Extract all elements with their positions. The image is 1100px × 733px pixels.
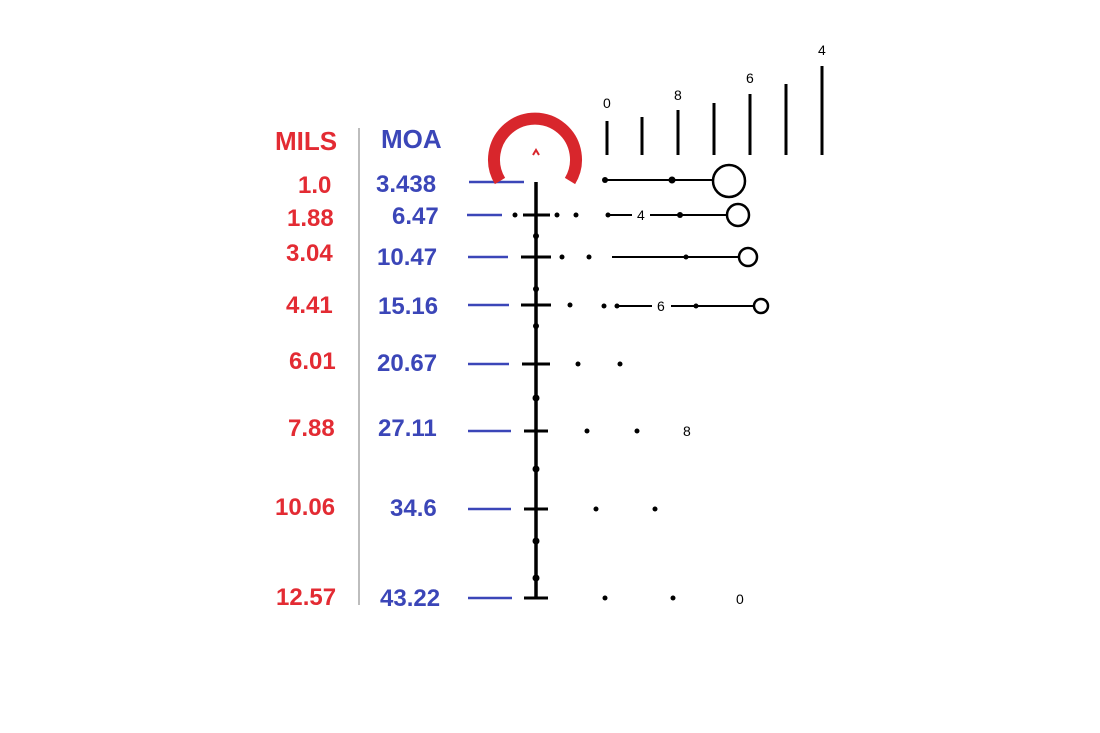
windage-dot	[652, 506, 658, 512]
rangefinder-label: 4	[818, 42, 826, 58]
range-dot	[677, 212, 683, 218]
moa-value: 20.67	[377, 350, 437, 377]
moa-value: 10.47	[377, 244, 437, 271]
windage-dot	[634, 428, 640, 434]
windage-dot	[584, 428, 590, 434]
moa-value: 27.11	[378, 415, 437, 442]
stadia-dot	[532, 465, 540, 473]
windage-dot	[670, 595, 676, 601]
mils-value: 4.41	[286, 292, 333, 319]
moa-value: 6.47	[392, 203, 439, 230]
stadia-dot	[532, 537, 540, 545]
row-numeral: 8	[683, 423, 691, 439]
mils-value: 6.01	[289, 348, 336, 375]
stadia-dot	[532, 574, 540, 582]
windage-dot	[567, 302, 573, 308]
mils-header: MILS	[275, 126, 337, 156]
mils-value: 7.88	[288, 415, 335, 442]
windage-dot	[602, 595, 608, 601]
range-circle	[725, 202, 751, 228]
moa-header: MOA	[381, 124, 442, 154]
range-dot	[602, 177, 608, 183]
moa-value: 15.16	[378, 293, 438, 320]
stadia-dot	[533, 286, 539, 292]
center-chevron-icon	[532, 148, 540, 156]
row-numeral: 4	[637, 207, 645, 223]
range-circle	[711, 163, 747, 199]
mils-value: 1.0	[298, 172, 331, 199]
windage-dot	[617, 361, 623, 367]
mils-value: 1.88	[287, 205, 334, 232]
windage-dot	[586, 254, 592, 260]
row-numeral: 6	[657, 298, 665, 314]
range-dot	[693, 303, 699, 309]
range-dot	[683, 254, 689, 260]
windage-dot	[575, 361, 581, 367]
range-circle	[737, 246, 759, 268]
windage-dot	[554, 212, 560, 218]
rangefinder-label: 8	[674, 87, 682, 103]
stadia-dot	[533, 323, 539, 329]
moa-value: 3.438	[376, 171, 436, 198]
mils-value: 3.04	[286, 240, 333, 267]
horseshoe-reticle-icon	[488, 112, 582, 185]
row-numeral: 0	[736, 591, 744, 607]
rangefinder-label: 6	[746, 70, 754, 86]
mils-value: 10.06	[275, 494, 335, 521]
range-dot	[668, 176, 676, 184]
rangefinder-label: 0	[603, 95, 611, 111]
moa-value: 34.6	[390, 495, 437, 522]
windage-dot	[559, 254, 565, 260]
range-dot	[605, 212, 611, 218]
stadia-dot	[532, 394, 540, 402]
windage-dot	[593, 506, 599, 512]
range-dot	[601, 303, 607, 309]
range-circle	[752, 297, 770, 315]
moa-value: 43.22	[380, 585, 440, 612]
mils-value: 12.57	[276, 584, 336, 611]
stadia-dot	[533, 233, 539, 239]
windage-dot	[512, 212, 518, 218]
range-dot	[614, 303, 620, 309]
windage-dot	[573, 212, 579, 218]
